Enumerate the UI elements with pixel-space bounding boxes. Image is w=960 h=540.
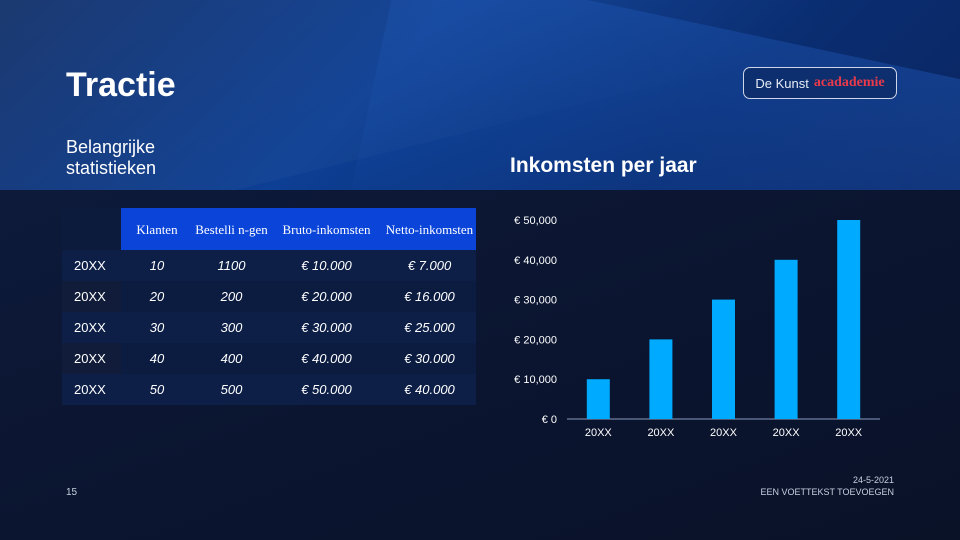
table-cell: 20XX bbox=[62, 281, 121, 312]
table-cell: 400 bbox=[193, 343, 270, 374]
table-header-cell: Klanten bbox=[121, 208, 193, 250]
table-cell: € 50.000 bbox=[270, 374, 383, 405]
x-tick-label: 20XX bbox=[835, 427, 863, 439]
table-cell: 200 bbox=[193, 281, 270, 312]
x-tick-label: 20XX bbox=[647, 427, 675, 439]
table-cell: € 20.000 bbox=[270, 281, 383, 312]
table-cell: 10 bbox=[121, 250, 193, 281]
chart-title: Inkomsten per jaar bbox=[510, 154, 697, 177]
table-row: 20XX 50 500 € 50.000 € 40.000 bbox=[62, 374, 476, 405]
table-cell: € 30.000 bbox=[383, 343, 476, 374]
y-tick-label: € 40,000 bbox=[514, 255, 557, 267]
bar bbox=[837, 220, 861, 419]
table-cell: € 7.000 bbox=[383, 250, 476, 281]
table-cell: € 25.000 bbox=[383, 312, 476, 343]
table-row: 20XX 40 400 € 40.000 € 30.000 bbox=[62, 343, 476, 374]
x-tick-label: 20XX bbox=[773, 427, 801, 439]
table-cell: 20XX bbox=[62, 312, 121, 343]
logo-text-part2: acadademie bbox=[813, 75, 885, 90]
bar bbox=[774, 259, 798, 419]
table-cell: 40 bbox=[121, 343, 193, 374]
y-tick-label: € 50,000 bbox=[514, 215, 557, 227]
slide-title: Tractie bbox=[66, 66, 176, 104]
table-row: 20XX 20 200 € 20.000 € 16.000 bbox=[62, 281, 476, 312]
table-cell: 20 bbox=[121, 281, 193, 312]
table-header-cell: Bestelli n-gen bbox=[193, 208, 270, 250]
header-band bbox=[0, 0, 960, 190]
table-cell: 20XX bbox=[62, 343, 121, 374]
footer: 24-5-2021 EEN VOETTEKST TOEVOEGEN bbox=[760, 474, 894, 498]
logo: De Kunst acadademie bbox=[743, 67, 897, 99]
x-tick-label: 20XX bbox=[710, 427, 738, 439]
y-tick-label: € 0 bbox=[542, 414, 557, 426]
y-tick-label: € 30,000 bbox=[514, 295, 557, 307]
table-cell: 300 bbox=[193, 312, 270, 343]
table-cell: 500 bbox=[193, 374, 270, 405]
bar bbox=[649, 339, 673, 419]
y-tick-label: € 20,000 bbox=[514, 334, 557, 346]
table-cell: € 40.000 bbox=[270, 343, 383, 374]
page-number: 15 bbox=[66, 487, 78, 498]
table-cell: 20XX bbox=[62, 250, 121, 281]
x-tick-label: 20XX bbox=[585, 427, 613, 439]
table-cell: € 16.000 bbox=[383, 281, 476, 312]
y-tick-label: € 10,000 bbox=[514, 374, 557, 386]
bar bbox=[586, 379, 610, 419]
footer-date: 24-5-2021 bbox=[852, 475, 894, 485]
table-cell: 50 bbox=[121, 374, 193, 405]
table-cell: 1100 bbox=[193, 250, 270, 281]
logo-text-part1: De Kunst bbox=[755, 75, 809, 91]
bar-chart: € 0 € 10,000 € 20,000 € 30,000 € 40,000 € 50,… bbox=[514, 215, 880, 439]
footer-text: EEN VOETTEKST TOEVOEGEN bbox=[760, 487, 894, 497]
table-cell: € 10.000 bbox=[270, 250, 383, 281]
table-cell: € 30.000 bbox=[270, 312, 383, 343]
table-cell: € 40.000 bbox=[383, 374, 476, 405]
table-row: 20XX 30 300 € 30.000 € 25.000 bbox=[62, 312, 476, 343]
table-cell: 20XX bbox=[62, 374, 121, 405]
table-header-cell: Netto-inkomsten bbox=[383, 208, 476, 250]
slide-subtitle: Belangrijke statistieken bbox=[66, 137, 157, 178]
table-header-row: Klanten Bestelli n-gen Bruto-inkomsten N… bbox=[62, 208, 476, 250]
stats-table: Klanten Bestelli n-gen Bruto-inkomsten N… bbox=[62, 208, 476, 405]
table-header-cell: Bruto-inkomsten bbox=[270, 208, 383, 250]
table-cell: 30 bbox=[121, 312, 193, 343]
table-header-cell bbox=[62, 208, 121, 250]
bar bbox=[712, 299, 735, 419]
table-row: 20XX 10 1100 € 10.000 € 7.000 bbox=[62, 250, 476, 281]
